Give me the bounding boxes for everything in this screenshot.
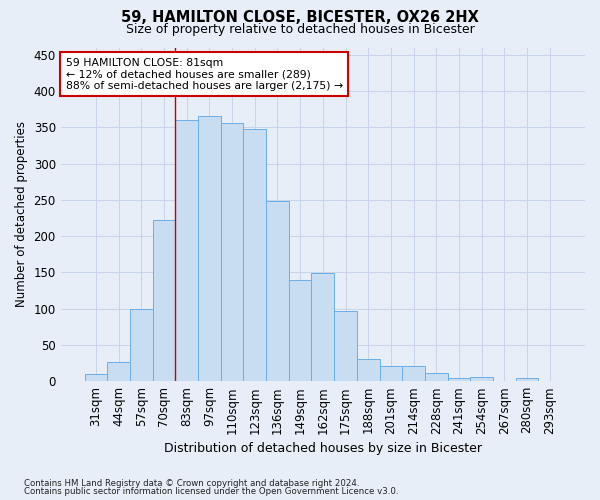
Bar — [244, 128, 266, 381]
Bar — [175, 120, 198, 381]
X-axis label: Distribution of detached houses by size in Bicester: Distribution of detached houses by size … — [164, 442, 482, 455]
Bar — [470, 377, 493, 381]
Bar — [130, 310, 152, 381]
Bar — [221, 123, 244, 381]
Bar — [380, 366, 402, 381]
Text: Size of property relative to detached houses in Bicester: Size of property relative to detached ho… — [125, 22, 475, 36]
Bar — [448, 378, 470, 381]
Bar — [425, 373, 448, 381]
Bar — [289, 280, 311, 381]
Bar — [334, 311, 357, 381]
Bar — [357, 360, 380, 381]
Text: 59, HAMILTON CLOSE, BICESTER, OX26 2HX: 59, HAMILTON CLOSE, BICESTER, OX26 2HX — [121, 10, 479, 25]
Bar — [311, 273, 334, 381]
Bar — [516, 378, 538, 381]
Y-axis label: Number of detached properties: Number of detached properties — [15, 122, 28, 308]
Text: Contains HM Land Registry data © Crown copyright and database right 2024.: Contains HM Land Registry data © Crown c… — [24, 478, 359, 488]
Text: Contains public sector information licensed under the Open Government Licence v3: Contains public sector information licen… — [24, 487, 398, 496]
Bar — [85, 374, 107, 381]
Bar — [266, 200, 289, 381]
Text: 59 HAMILTON CLOSE: 81sqm
← 12% of detached houses are smaller (289)
88% of semi-: 59 HAMILTON CLOSE: 81sqm ← 12% of detach… — [66, 58, 343, 90]
Bar — [107, 362, 130, 381]
Bar — [402, 366, 425, 381]
Bar — [198, 116, 221, 381]
Bar — [152, 220, 175, 381]
